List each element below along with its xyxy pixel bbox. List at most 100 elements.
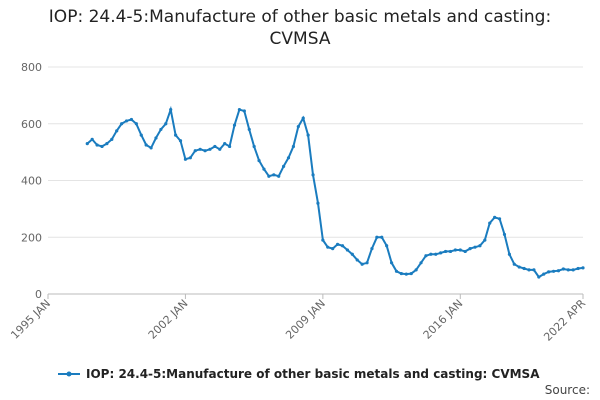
- point: [463, 249, 467, 254]
- point: [345, 248, 350, 252]
- point: [350, 252, 354, 256]
- point: [115, 129, 119, 133]
- point: [247, 127, 251, 132]
- point: [566, 268, 570, 272]
- point: [144, 143, 148, 147]
- point: [223, 142, 227, 146]
- point: [556, 269, 561, 273]
- point: [267, 174, 271, 178]
- point: [394, 269, 399, 273]
- point: [105, 142, 109, 146]
- point: [311, 173, 315, 177]
- point: [237, 107, 242, 112]
- y-tick-label: 600: [21, 118, 42, 131]
- point: [360, 262, 364, 266]
- point: [129, 117, 134, 122]
- point: [483, 238, 487, 242]
- point: [272, 173, 276, 177]
- point: [414, 268, 418, 272]
- point: [203, 149, 207, 153]
- point: [532, 268, 536, 272]
- source: Source:: [545, 383, 590, 397]
- point: [527, 268, 531, 272]
- point: [188, 156, 192, 160]
- point: [281, 164, 286, 168]
- legend-marker: [66, 371, 72, 377]
- point: [355, 258, 359, 262]
- point: [301, 116, 305, 120]
- point: [291, 144, 296, 149]
- point: [340, 244, 345, 248]
- point: [380, 235, 384, 239]
- point: [443, 249, 448, 254]
- point: [571, 268, 575, 272]
- point: [208, 147, 212, 151]
- point: [453, 248, 457, 252]
- y-tick-label: 800: [21, 61, 42, 74]
- point: [512, 262, 516, 266]
- point: [95, 143, 99, 147]
- point: [448, 249, 453, 254]
- point: [257, 159, 261, 163]
- point: [507, 252, 511, 256]
- x-tick-label: 1995 JAN: [8, 297, 53, 342]
- point: [218, 147, 222, 151]
- point: [242, 109, 246, 113]
- point: [277, 174, 281, 178]
- point: [434, 252, 438, 256]
- point: [331, 247, 335, 251]
- point: [497, 217, 502, 221]
- point: [429, 252, 433, 256]
- point: [493, 215, 497, 219]
- point: [439, 251, 443, 255]
- point: [286, 156, 291, 160]
- point: [488, 221, 492, 225]
- point: [316, 201, 320, 205]
- point: [164, 122, 168, 126]
- point: [399, 271, 403, 276]
- point: [213, 144, 217, 149]
- point: [551, 269, 556, 273]
- point: [90, 137, 94, 141]
- point: [183, 157, 188, 161]
- point: [473, 245, 477, 249]
- point: [174, 133, 178, 137]
- point: [404, 272, 408, 276]
- point: [100, 144, 104, 149]
- point: [370, 247, 374, 251]
- y-tick-label: 0: [35, 288, 42, 301]
- point: [321, 238, 325, 242]
- point: [547, 270, 551, 274]
- point: [468, 247, 472, 251]
- point: [154, 136, 158, 140]
- point: [169, 107, 173, 112]
- point: [478, 244, 482, 248]
- point: [124, 119, 129, 123]
- point: [120, 122, 124, 126]
- point: [537, 275, 541, 279]
- point: [326, 245, 330, 249]
- point: [375, 235, 379, 239]
- point: [502, 232, 507, 237]
- x-tick-label: 2009 JAN: [283, 297, 328, 342]
- point: [252, 144, 256, 149]
- point: [159, 127, 163, 132]
- point: [85, 142, 89, 146]
- point: [522, 266, 526, 271]
- point: [193, 149, 197, 153]
- x-tick-label: 2002 JAN: [146, 297, 191, 342]
- point: [228, 144, 232, 149]
- legend-label: IOP: 24.4-5:Manufacture of other basic m…: [86, 367, 540, 381]
- point: [134, 122, 138, 126]
- point: [561, 267, 565, 271]
- point: [306, 133, 310, 137]
- point: [139, 133, 143, 137]
- point: [389, 261, 394, 265]
- point: [335, 242, 340, 246]
- point: [178, 139, 183, 143]
- point: [517, 265, 521, 269]
- chart-title: IOP: 24.4-5:Manufacture of other basic m…: [48, 7, 552, 49]
- point: [149, 146, 153, 150]
